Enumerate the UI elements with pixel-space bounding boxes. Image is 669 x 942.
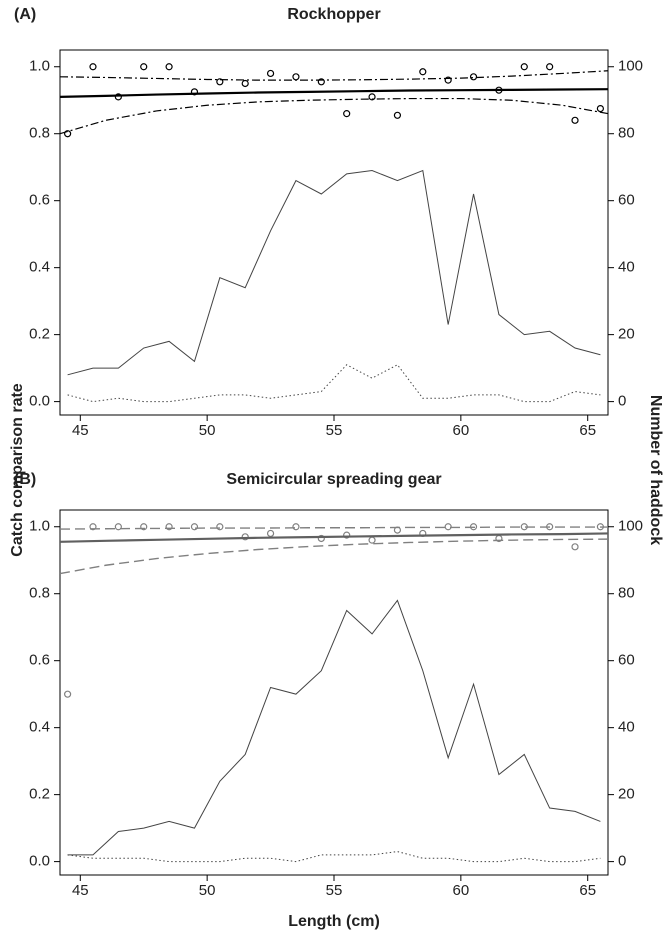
data-line [59, 532, 609, 543]
x-tick-label: 55 [326, 882, 343, 899]
y-tick-label: 0.0 [29, 853, 50, 870]
data-line [59, 88, 609, 98]
data-line [59, 97, 609, 135]
y2-tick-label: 80 [618, 585, 635, 602]
data-point [64, 690, 72, 698]
y2-tick-label: 20 [618, 786, 635, 803]
data-point [266, 69, 275, 78]
data-point [241, 533, 249, 541]
data-point [368, 93, 376, 101]
data-point [64, 130, 72, 138]
y-tick-label: 0.8 [29, 125, 50, 142]
data-point [571, 543, 579, 551]
y-axis-label: Catch comparison rate [9, 383, 26, 556]
data-point [317, 78, 325, 86]
data-line [67, 599, 601, 856]
x-tick-label: 60 [453, 422, 470, 439]
y-tick-label: 0.6 [29, 652, 50, 669]
y-tick-label: 0.8 [29, 585, 50, 602]
plot-frame [59, 49, 609, 416]
x-tick-label: 65 [579, 882, 596, 899]
data-point [89, 63, 97, 71]
y-tick-label: 0.4 [29, 719, 50, 736]
data-point [292, 73, 300, 81]
x-tick-label: 65 [579, 422, 596, 439]
panel-label: (B) [14, 471, 36, 488]
chart-title: Semicircular spreading gear [226, 471, 441, 488]
chart-title: Rockhopper [287, 6, 380, 23]
data-point [393, 111, 402, 119]
y2-tick-label: 40 [618, 719, 635, 736]
data-point [546, 63, 554, 71]
data-point [165, 523, 173, 531]
x-tick-label: 45 [72, 882, 89, 899]
data-point [216, 78, 224, 86]
data-line [59, 526, 608, 530]
y-tick-label: 1.0 [29, 518, 50, 535]
y2-tick-label: 20 [618, 326, 635, 343]
y2-tick-label: 80 [618, 125, 635, 142]
data-line [59, 538, 609, 575]
data-line [67, 169, 601, 376]
data-point [114, 93, 122, 101]
y2-axis-label: Number of haddock [647, 395, 664, 545]
y-tick-label: 0.0 [29, 393, 50, 410]
data-point [596, 105, 604, 113]
plot-frame [59, 509, 609, 876]
data-point [317, 534, 325, 543]
data-point [165, 63, 173, 71]
data-point [343, 531, 351, 539]
y2-tick-label: 0 [618, 853, 626, 870]
data-point [292, 523, 300, 531]
x-tick-label: 50 [199, 882, 216, 899]
data-point [266, 529, 275, 538]
x-tick-label: 45 [72, 422, 89, 439]
x-tick-label: 50 [199, 422, 216, 439]
data-point [469, 73, 478, 81]
data-line [67, 364, 601, 403]
y2-tick-label: 100 [618, 518, 643, 535]
data-point [241, 79, 249, 88]
data-line [59, 70, 609, 81]
y2-tick-label: 60 [618, 652, 635, 669]
data-point [343, 110, 351, 118]
data-point [89, 523, 97, 531]
data-point [140, 523, 148, 531]
data-point [444, 76, 452, 84]
data-point [216, 523, 224, 531]
y2-tick-label: 0 [618, 393, 626, 410]
data-point [368, 536, 376, 544]
y-tick-label: 0.4 [29, 259, 50, 276]
data-point [571, 116, 579, 124]
y2-tick-label: 60 [618, 192, 635, 209]
y-tick-label: 0.2 [29, 326, 50, 343]
x-tick-label: 60 [453, 882, 470, 899]
data-point [419, 68, 427, 76]
data-line [67, 851, 601, 863]
y-tick-label: 0.2 [29, 786, 50, 803]
y-tick-label: 1.0 [29, 58, 50, 75]
x-axis-label: Length (cm) [288, 913, 380, 930]
y-tick-label: 0.6 [29, 192, 50, 209]
y2-tick-label: 40 [618, 259, 635, 276]
data-point [114, 523, 122, 531]
data-point [190, 523, 199, 531]
panel-label: (A) [14, 6, 36, 23]
x-tick-label: 55 [326, 422, 343, 439]
data-point [140, 63, 148, 71]
data-point [520, 63, 528, 71]
y2-tick-label: 100 [618, 58, 643, 75]
